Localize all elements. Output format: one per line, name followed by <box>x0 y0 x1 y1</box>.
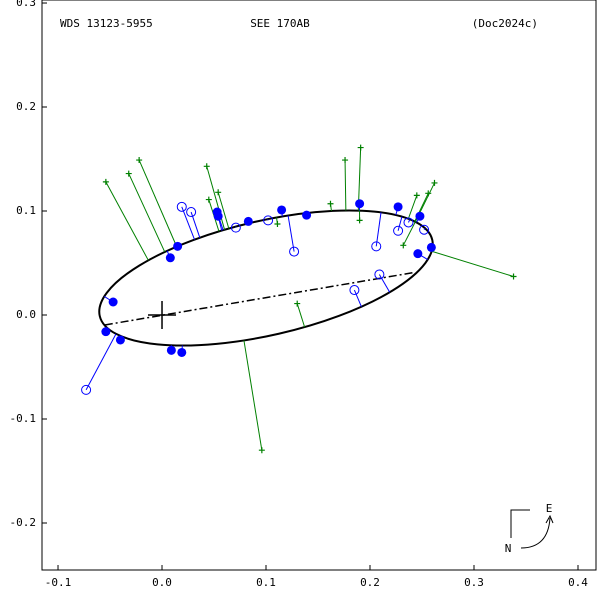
measurement-filled <box>165 253 175 263</box>
measurement-plus <box>425 190 432 197</box>
residual-line <box>353 289 362 307</box>
measurement-filled <box>413 249 423 259</box>
measurement-open <box>403 217 414 228</box>
measurement-open <box>289 246 300 257</box>
residual-line <box>105 181 149 261</box>
measurement-filled <box>243 216 253 226</box>
residual-line <box>217 192 230 229</box>
x-tick-label: -0.1 <box>45 576 72 589</box>
chart-title: WDS 13123-5955 <box>60 17 153 30</box>
measurement-plus <box>258 447 265 454</box>
measurement-plus <box>215 189 222 196</box>
reference: (Doc2024c) <box>472 17 538 30</box>
measurement-filled <box>355 199 365 209</box>
measurement-filled <box>173 241 183 251</box>
measurement-filled <box>177 347 187 357</box>
residual-line <box>423 228 426 231</box>
x-tick-label: 0.4 <box>568 576 588 589</box>
x-tick-label: 0.1 <box>256 576 276 589</box>
x-tick-label: 0.0 <box>152 576 172 589</box>
residual-line <box>408 219 411 223</box>
y-tick-label: 0.2 <box>16 100 36 113</box>
compass-east: E <box>546 502 553 515</box>
measurement-plus <box>102 178 109 185</box>
orbit <box>98 209 434 347</box>
measurement-plus <box>400 242 407 249</box>
measurement-open <box>230 222 241 233</box>
x-tick-label: 0.2 <box>360 576 380 589</box>
measurement-plus <box>274 221 281 228</box>
residual-line <box>431 250 514 278</box>
y-tick-label: -0.2 <box>10 516 37 529</box>
measurement-open <box>176 201 187 212</box>
measurement-filled <box>393 202 403 212</box>
measurement-filled <box>108 297 118 307</box>
measurement-plus <box>413 192 420 199</box>
plot-frame <box>41 0 597 571</box>
residual-line <box>344 160 347 211</box>
measurement-filled <box>415 211 425 221</box>
measurement-filled <box>213 211 223 221</box>
residual-line <box>138 159 178 247</box>
measurement-open <box>419 224 430 235</box>
measurement-open <box>349 285 360 296</box>
chart-subtitle: SEE 170AB <box>250 17 310 30</box>
residual-line <box>397 216 403 231</box>
measurement-plus <box>431 179 438 186</box>
residual-line <box>375 212 382 247</box>
measurement-open <box>186 207 197 218</box>
measurement-plus <box>510 273 517 280</box>
measurement-filled <box>426 242 436 252</box>
measurement-open <box>81 384 92 395</box>
measurement-filled <box>166 345 176 355</box>
residual-line <box>296 303 306 328</box>
primary-star <box>148 301 177 330</box>
measurement-filled <box>115 335 125 345</box>
compass-arrowhead <box>545 514 554 524</box>
compass-north: N <box>505 542 512 555</box>
measurement-filled <box>101 327 111 337</box>
residual-line <box>128 173 166 253</box>
measurement-open <box>374 269 385 280</box>
residual-line <box>378 274 391 293</box>
measurement-plus <box>356 217 363 224</box>
measurement-plus <box>205 196 212 203</box>
y-tick-label: 0.0 <box>16 308 36 321</box>
measurement-open <box>393 225 404 236</box>
y-tick-label: -0.1 <box>10 412 37 425</box>
residual-line <box>85 333 117 391</box>
compass-lines <box>510 509 530 538</box>
measurement-plus <box>327 200 334 207</box>
compass: E N <box>505 502 554 555</box>
line-of-nodes <box>104 271 415 326</box>
residual-line <box>407 195 418 219</box>
residual-line <box>287 215 295 252</box>
compass-arrow <box>520 517 551 549</box>
measurement-plus <box>357 144 364 151</box>
residual-line <box>243 340 263 451</box>
measurement-open <box>371 241 382 252</box>
measurement-plus <box>294 300 301 307</box>
measurement-filled <box>302 210 312 220</box>
measurement-open <box>263 215 274 226</box>
y-tick-label: 0.1 <box>16 204 36 217</box>
residual-line <box>402 221 416 246</box>
measurement-plus <box>125 170 132 177</box>
residual-line <box>181 206 195 240</box>
measurement-filled <box>277 205 287 215</box>
measurement-plus <box>203 163 210 170</box>
x-tick-label: 0.3 <box>464 576 484 589</box>
y-tick-label: 0.3 <box>16 0 36 9</box>
measurement-plus <box>342 157 349 164</box>
measurement-plus <box>136 157 143 164</box>
